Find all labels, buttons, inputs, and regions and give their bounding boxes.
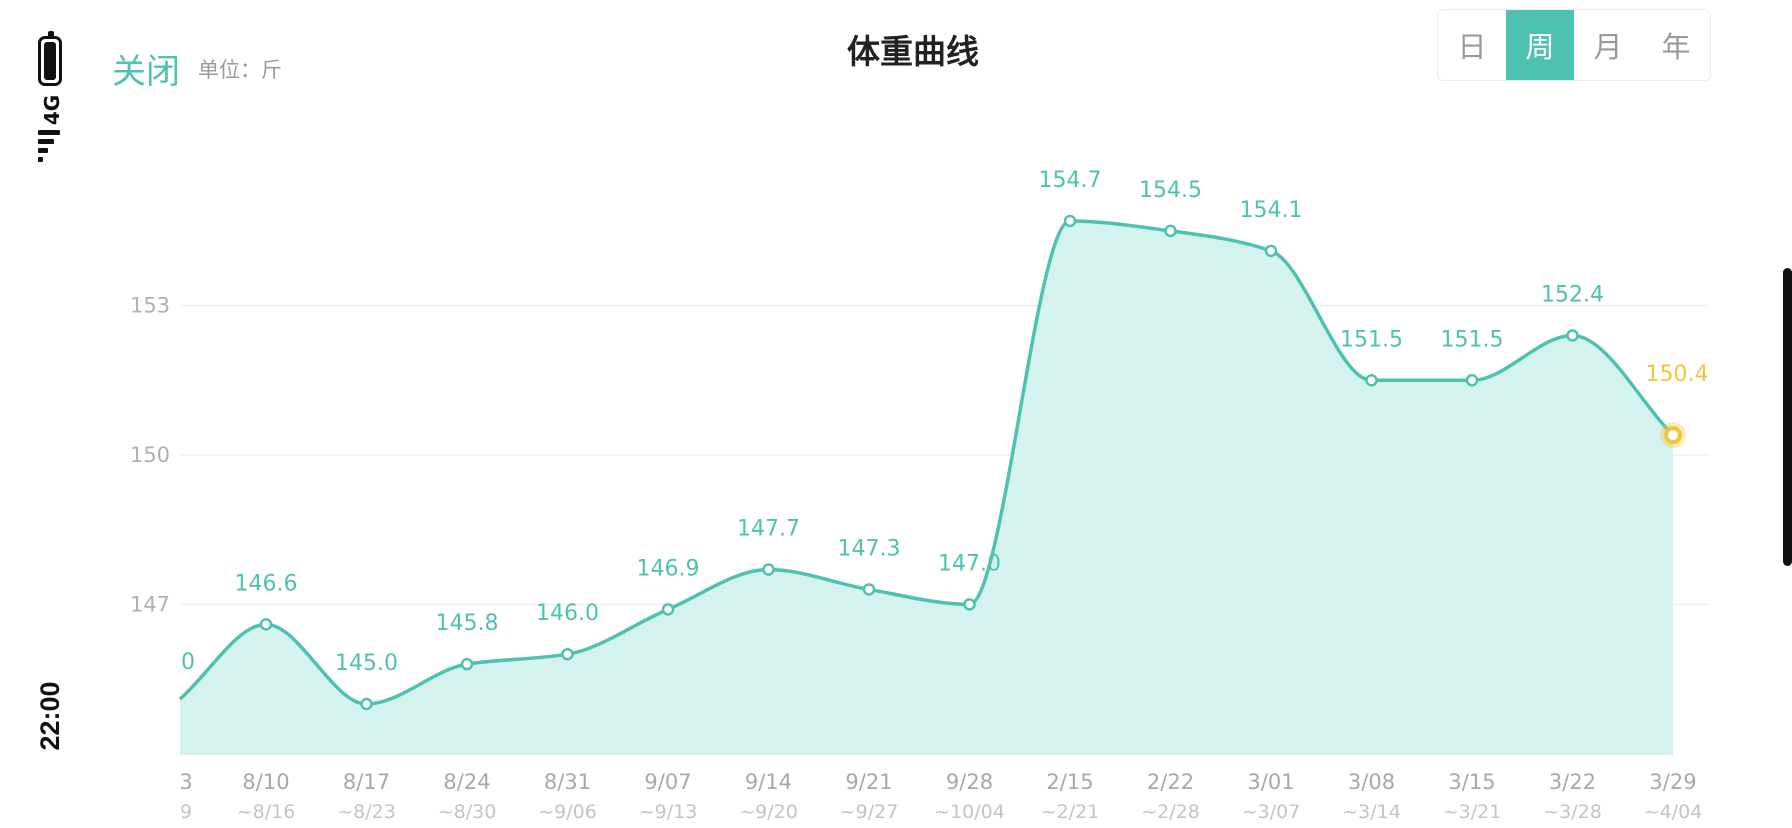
data-label: 147.0 [938,551,1001,576]
data-label: 0 [181,650,195,675]
period-tabs: 日 周 月 年 [1437,9,1711,81]
data-label: 146.9 [637,556,700,581]
x-tick-range: ~8/30 [438,801,497,823]
data-label: 150.4 [1646,362,1709,387]
x-tick-label: 3/08 [1348,770,1395,794]
data-point [1566,329,1579,342]
x-tick-range: ~2/28 [1141,801,1200,823]
x-tick-range: ~9/13 [639,801,698,823]
x-tick-label: 3/29 [1649,770,1696,794]
data-point [762,563,775,576]
status-bar: 4G 22:00 [0,0,100,828]
x-tick-range: ~9/06 [538,801,597,823]
data-point [1063,214,1077,228]
data-point [661,603,675,616]
data-point [1264,244,1278,258]
x-tick-label: 3/15 [1448,770,1495,794]
data-label: 145.8 [436,611,499,636]
x-tick-label: 9/14 [745,770,792,794]
tab-year[interactable]: 年 [1661,30,1691,64]
x-tick-label: 2/15 [1046,770,1093,794]
data-label: 154.1 [1240,198,1303,223]
data-label: 145.0 [335,651,398,676]
x-tick-range: 9 [180,801,192,823]
scrollbar[interactable] [1783,268,1792,566]
x-tick-label: 3/01 [1247,770,1294,794]
data-label: 146.6 [235,571,298,596]
x-tick-label: 3 [179,770,192,794]
data-label: 151.5 [1441,327,1504,352]
x-tick-label: 3/22 [1549,770,1596,794]
x-tick-range: ~2/21 [1041,801,1100,823]
close-button[interactable]: 关闭 [112,52,180,92]
data-point [1164,224,1177,238]
data-point [460,657,474,671]
data-point [862,583,876,596]
x-tick-label: 2/22 [1147,770,1194,794]
x-tick-label: 9/07 [644,770,691,794]
tab-week[interactable]: 周 [1506,10,1574,80]
x-tick-range: ~3/07 [1242,801,1301,823]
data-label: 154.7 [1039,168,1102,193]
y-tick-label: 153 [130,294,170,318]
x-tick-label: 9/21 [845,770,892,794]
x-tick-label: 8/31 [544,770,591,794]
x-tick-label: 8/24 [443,770,490,794]
data-label: 152.4 [1541,282,1604,307]
signal-icon [38,130,62,178]
data-point [963,598,976,611]
data-label: 147.7 [737,517,800,542]
data-label: 146.0 [536,601,599,626]
x-tick-range: ~8/16 [237,801,296,823]
unit-label: 单位：斤 [198,58,282,82]
tab-day[interactable]: 日 [1457,30,1487,64]
x-tick-range: ~8/23 [337,801,396,823]
x-tick-range: ~3/21 [1443,801,1502,823]
data-label: 154.5 [1139,178,1202,203]
x-tick-label: 8/10 [242,770,289,794]
x-tick-range: ~4/04 [1644,801,1703,823]
data-point [561,647,574,661]
x-tick-label: 9/28 [946,770,993,794]
data-point [259,618,273,631]
x-tick-range: ~3/14 [1342,801,1401,823]
data-point [1465,374,1479,387]
battery-icon [38,31,62,86]
x-tick-range: ~10/04 [934,801,1005,823]
data-label: 151.5 [1340,327,1403,352]
data-point [1365,374,1378,387]
chart-title: 体重曲线 [847,32,979,71]
x-tick-range: ~9/20 [739,801,798,823]
tab-month[interactable]: 月 [1593,30,1623,64]
area-fill [180,220,1673,755]
y-tick-label: 147 [130,592,170,616]
data-label: 147.3 [838,536,901,561]
data-point [360,697,373,711]
y-tick-label: 150 [130,443,170,467]
x-tick-label: 8/17 [343,770,390,794]
x-tick-range: ~3/28 [1543,801,1602,823]
data-point [1664,426,1682,445]
x-tick-range: ~9/27 [840,801,899,823]
